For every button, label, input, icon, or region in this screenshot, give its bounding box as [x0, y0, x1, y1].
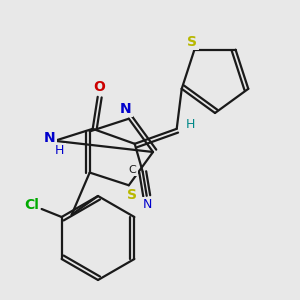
Text: N: N — [143, 198, 152, 211]
Text: H: H — [55, 144, 64, 157]
Text: S: S — [127, 188, 137, 202]
Text: N: N — [44, 131, 56, 145]
Text: C: C — [129, 165, 136, 175]
Text: Cl: Cl — [24, 198, 39, 212]
Text: S: S — [188, 35, 197, 49]
Text: O: O — [93, 80, 105, 94]
Text: H: H — [186, 118, 195, 131]
Text: N: N — [120, 102, 132, 116]
